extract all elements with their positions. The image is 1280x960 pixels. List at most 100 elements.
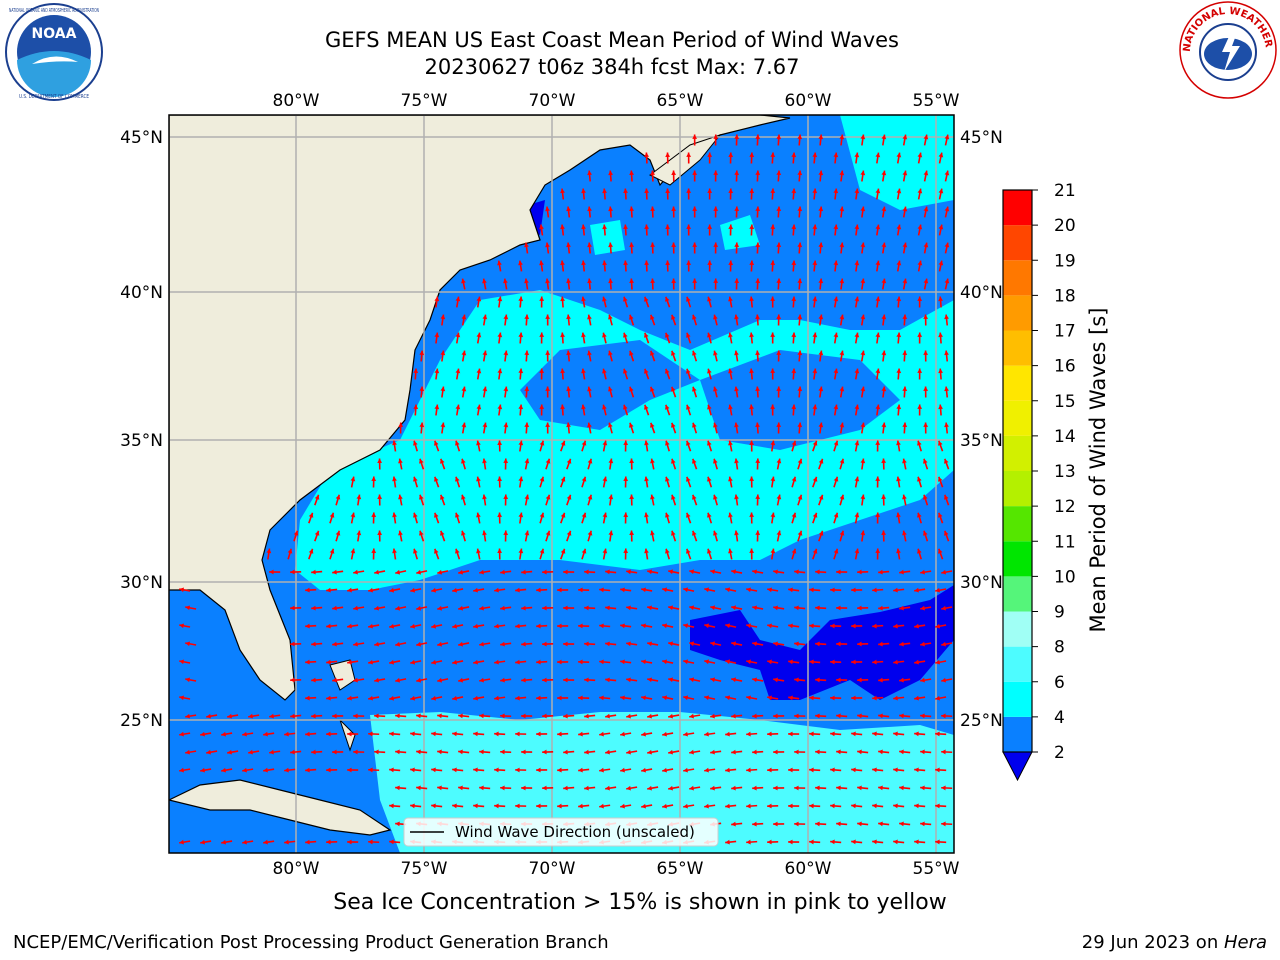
wave-direction-arrow (857, 785, 869, 791)
wave-direction-arrow (395, 641, 407, 647)
wave-direction-arrow (179, 767, 191, 773)
wave-direction-arrow (587, 278, 592, 290)
wave-direction-arrow (431, 767, 443, 773)
wave-direction-arrow (707, 440, 713, 452)
wave-direction-arrow (515, 623, 527, 629)
wave-direction-arrow (689, 713, 701, 719)
wave-direction-arrow (521, 677, 533, 683)
wave-direction-arrow (662, 623, 674, 629)
wave-direction-arrow (749, 368, 754, 380)
wave-direction-arrow (644, 188, 650, 200)
wave-direction-arrow (521, 785, 533, 791)
wave-direction-arrow (605, 749, 617, 755)
wave-direction-arrow (392, 476, 397, 488)
wave-direction-arrow (389, 659, 401, 665)
wave-direction-arrow (629, 350, 635, 362)
wave-direction-arrow (791, 332, 797, 344)
wave-direction-arrow (431, 803, 443, 809)
wave-direction-arrow (686, 188, 692, 200)
wave-direction-arrow (353, 569, 365, 575)
wave-direction-arrow (350, 512, 356, 524)
wave-direction-arrow (944, 134, 950, 146)
wave-direction-arrow (458, 605, 470, 611)
wave-direction-arrow (707, 152, 713, 164)
wave-direction-arrow (935, 659, 947, 665)
wave-direction-arrow (641, 623, 653, 629)
wave-direction-arrow (536, 587, 548, 593)
wave-direction-arrow (440, 458, 446, 470)
wave-direction-arrow (902, 278, 908, 290)
wave-direction-arrow (368, 623, 380, 629)
wave-direction-arrow (812, 260, 818, 272)
wave-direction-arrow (263, 767, 275, 773)
wave-direction-arrow (812, 152, 818, 164)
wave-direction-arrow (452, 695, 464, 701)
wave-direction-arrow (452, 587, 464, 593)
wave-direction-arrow (410, 767, 422, 773)
wave-direction-arrow (725, 803, 737, 809)
wave-direction-arrow (434, 440, 440, 452)
wave-direction-arrow (776, 386, 782, 398)
wave-direction-arrow (872, 731, 884, 737)
wave-direction-arrow (269, 749, 281, 755)
wave-direction-arrow (578, 587, 590, 593)
wave-direction-arrow (353, 605, 365, 611)
wave-direction-arrow (923, 386, 929, 398)
wave-direction-arrow (665, 512, 671, 524)
wave-direction-arrow (728, 188, 734, 200)
wave-direction-arrow (473, 803, 485, 809)
wave-direction-arrow (731, 641, 743, 647)
wave-direction-arrow (944, 242, 950, 254)
wave-direction-arrow (797, 494, 803, 506)
wave-direction-arrow (683, 659, 695, 665)
wave-direction-arrow (557, 695, 569, 701)
wave-direction-arrow (683, 623, 695, 629)
wave-direction-arrow (902, 206, 908, 218)
wave-direction-arrow (377, 530, 383, 542)
wave-direction-arrow (620, 731, 632, 737)
wave-direction-arrow (473, 695, 485, 701)
wave-direction-arrow (266, 548, 272, 560)
wave-direction-arrow (608, 278, 613, 290)
footer-date-text: 29 Jun 2023 on (1081, 932, 1224, 953)
wave-direction-arrow (368, 767, 380, 773)
wave-direction-arrow (797, 530, 803, 542)
wave-direction-arrow (392, 512, 397, 524)
wave-direction-arrow (626, 749, 638, 755)
wave-direction-arrow (692, 458, 698, 470)
wave-direction-arrow (179, 695, 191, 701)
wave-direction-arrow (860, 242, 866, 254)
wave-direction-arrow (599, 587, 611, 593)
wave-direction-arrow (623, 476, 629, 488)
wave-direction-arrow (305, 623, 317, 629)
wave-direction-arrow (665, 476, 671, 488)
wave-direction-arrow (755, 386, 760, 398)
wave-direction-arrow (707, 188, 713, 200)
chart-title: GEFS MEAN US East Coast Mean Period of W… (325, 28, 899, 52)
wave-direction-arrow (599, 803, 611, 809)
wave-direction-arrow (326, 623, 338, 629)
wave-direction-arrow (707, 368, 712, 380)
wave-direction-arrow (518, 476, 524, 488)
wave-direction-arrow (671, 242, 677, 254)
wave-direction-arrow (347, 623, 359, 629)
wave-direction-arrow (923, 350, 929, 362)
wave-direction-arrow (476, 476, 481, 488)
lat-label-left: 45°N (120, 128, 163, 148)
colorbar-segment (1003, 400, 1032, 436)
wave-direction-arrow (335, 530, 341, 542)
wave-direction-arrow (644, 152, 650, 164)
wave-direction-arrow (650, 422, 656, 434)
wave-direction-arrow (479, 677, 491, 683)
wave-direction-arrow (389, 623, 401, 629)
wave-direction-arrow (356, 494, 362, 506)
colorbar-segment (1003, 295, 1032, 331)
wave-direction-arrow (752, 821, 764, 827)
wave-direction-arrow (791, 548, 797, 560)
wave-direction-arrow (794, 749, 806, 755)
wave-direction-arrow (503, 350, 509, 362)
lat-label-right: 30°N (960, 573, 1003, 593)
wave-direction-arrow (833, 152, 839, 164)
wave-direction-arrow (602, 440, 608, 452)
legend-label: Wind Wave Direction (unscaled) (455, 823, 695, 841)
